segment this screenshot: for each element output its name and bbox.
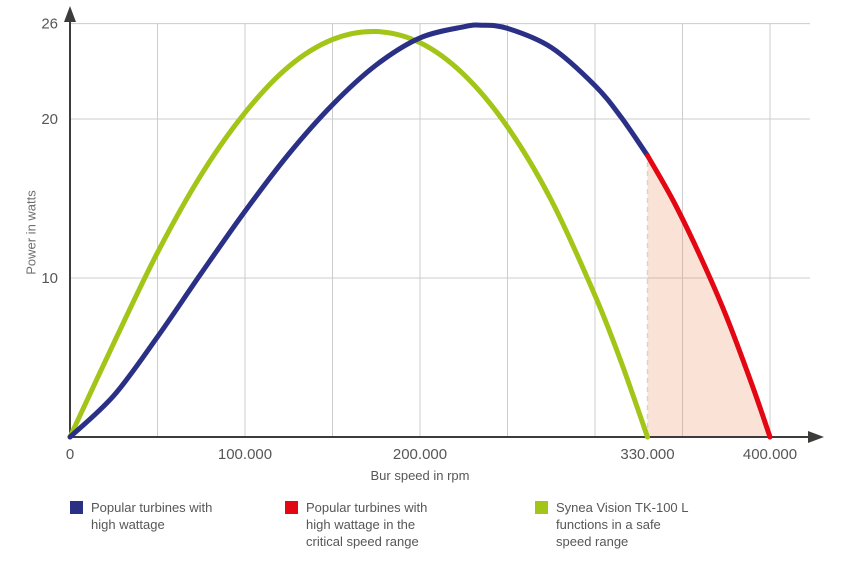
x-tick-label: 100.000: [218, 446, 272, 463]
legend-label-critical-range: Popular turbines with high wattage in th…: [306, 500, 428, 549]
y-tick-label: 10: [41, 270, 58, 287]
chart-legend: Popular turbines with high wattage Popul…: [0, 499, 843, 561]
legend-item-critical-range: Popular turbines with high wattage in th…: [285, 499, 427, 550]
y-tick-label: 26: [41, 16, 58, 33]
y-axis-arrow-icon: [64, 6, 76, 22]
series-curve-blue-turbines: [67, 22, 650, 440]
critical-speed-area: [647, 155, 770, 437]
power-curve-chart: 0 100.000 200.000 330.000 400.000 10 20 26: [41, 6, 824, 463]
legend-label-synea-vision: Synea Vision TK-100 L functions in a saf…: [556, 500, 689, 549]
x-tick-label: 330.000: [620, 446, 674, 463]
y-tick-label: 20: [41, 111, 58, 128]
series-curve-green-synea: [67, 29, 650, 440]
x-axis-title: Bur speed in rpm: [370, 468, 470, 483]
legend-swatch-blue-icon: [70, 501, 83, 514]
x-tick-label: 0: [66, 446, 74, 463]
y-axis-title: Power in watts: [23, 190, 39, 275]
legend-item-high-wattage: Popular turbines with high wattage: [70, 499, 212, 533]
x-tick-label: 200.000: [393, 446, 447, 463]
legend-label-high-wattage: Popular turbines with high wattage: [91, 500, 213, 532]
x-axis-arrow-icon: [808, 431, 824, 443]
series-curve-red-critical: [645, 153, 773, 440]
legend-item-synea-vision: Synea Vision TK-100 L functions in a saf…: [535, 499, 689, 550]
legend-swatch-red-icon: [285, 501, 298, 514]
legend-swatch-green-icon: [535, 501, 548, 514]
x-tick-label: 400.000: [743, 446, 797, 463]
